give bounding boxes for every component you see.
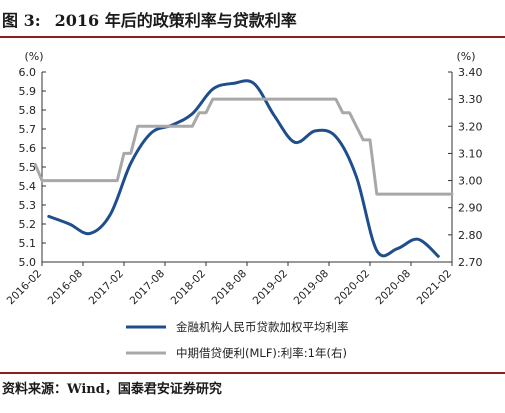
series-line-loan-rate xyxy=(47,79,440,258)
line-chart: (%) (%) 5.0 5.1 5.2 5.3 5.4 5.5 5.6 5.7 5.8 5.9 6.0 2… xyxy=(5,50,483,360)
left-axis-tick-label: 5.6 xyxy=(19,142,37,155)
left-axis-tick-label: 5.0 xyxy=(19,256,37,269)
left-axis-tick-label: 6.0 xyxy=(19,66,37,79)
chart-title-bar: 图 3: 2016 年后的政策利率与贷款利率 xyxy=(0,4,505,34)
chart-title: 2016 年后的政策利率与贷款利率 xyxy=(54,11,297,30)
left-axis-tick-label: 5.2 xyxy=(19,218,37,231)
right-axis-tick-label: 2.90 xyxy=(458,202,483,215)
left-axis-tick-label: 5.8 xyxy=(19,104,37,117)
legend-label: 金融机构人民币贷款加权平均利率 xyxy=(176,320,349,334)
x-axis-tick-label: 2018-08 xyxy=(210,268,250,308)
source-note: 资料来源：Wind，国泰君安证券研究 xyxy=(2,382,222,397)
right-axis-tick-label: 3.00 xyxy=(458,175,483,188)
title-divider xyxy=(0,36,505,38)
x-axis-tick-label: 2018-02 xyxy=(169,268,209,308)
left-axis-unit: (%) xyxy=(24,50,43,63)
right-axis-tick-label: 3.10 xyxy=(458,147,483,160)
right-axis-tick-label: 2.80 xyxy=(458,229,483,242)
x-axis-tick-label: 2016-02 xyxy=(5,268,45,308)
x-axis-tick-label: 2019-08 xyxy=(292,268,332,308)
right-axis-unit: (%) xyxy=(456,50,475,63)
left-axis-tick-label: 5.7 xyxy=(19,123,37,136)
x-axis-tick-label: 2020-02 xyxy=(333,268,373,308)
figure-label: 图 3: xyxy=(2,11,41,30)
right-axis-tick-label: 3.30 xyxy=(458,93,483,106)
right-axis-tick-label: 2.70 xyxy=(458,256,483,269)
x-axis-tick-label: 2021-02 xyxy=(415,268,455,308)
x-axis-tick-label: 2017-08 xyxy=(128,268,168,308)
right-axis-tick-label: 3.40 xyxy=(458,66,483,79)
left-axis-tick-label: 5.3 xyxy=(19,199,37,212)
x-axis-tick-label: 2017-02 xyxy=(87,268,127,308)
x-axis-tick-label: 2019-02 xyxy=(251,268,291,308)
right-axis-tick-label: 3.20 xyxy=(458,120,483,133)
left-axis-tick-label: 5.1 xyxy=(19,237,37,250)
left-axis-tick-label: 5.9 xyxy=(19,85,37,98)
x-axis-tick-label: 2020-08 xyxy=(374,268,414,308)
left-axis-tick-label: 5.5 xyxy=(19,161,37,174)
left-axis-tick-label: 5.4 xyxy=(19,180,37,193)
series-line-mlf xyxy=(33,97,454,196)
x-axis-tick-label: 2016-08 xyxy=(46,268,86,308)
source-divider xyxy=(0,372,505,374)
legend-label: 中期借贷便利(MLF):利率:1年(右) xyxy=(176,346,347,360)
